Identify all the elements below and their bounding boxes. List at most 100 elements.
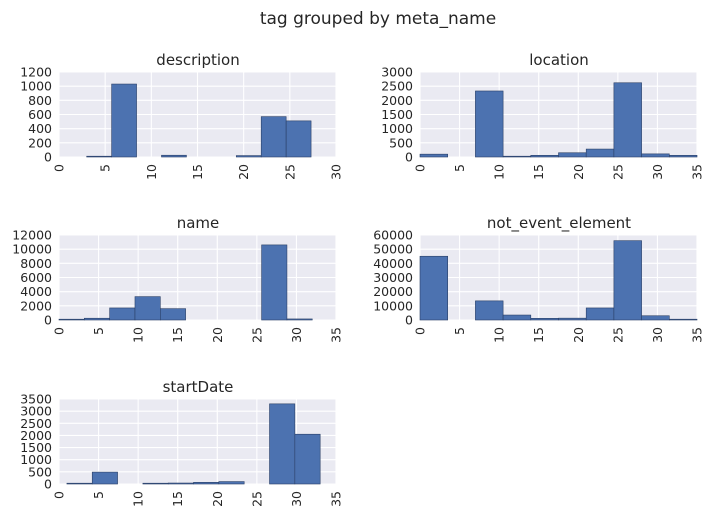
y-tick-label: 800 [28, 93, 52, 108]
y-tick-label: 0 [405, 313, 413, 328]
histogram-bar [530, 155, 559, 158]
x-tick-label: 25 [610, 327, 625, 343]
histogram-bar [613, 240, 642, 321]
y-tick-label: 3500 [20, 392, 52, 407]
histogram-bar [641, 315, 670, 321]
histogram-bar [161, 154, 187, 158]
histogram-bar [530, 317, 559, 321]
y-tick-label: 2000 [20, 428, 52, 443]
y-tick-label: 500 [389, 135, 413, 150]
x-tick-label: 25 [249, 327, 264, 343]
x-tick-label: 20 [571, 327, 586, 343]
y-tick-label: 200 [28, 135, 52, 150]
x-tick-label: 35 [329, 327, 344, 343]
y-tick-label: 2000 [381, 93, 413, 108]
histogram-bar [668, 155, 698, 158]
y-tick-label: 3000 [20, 404, 52, 419]
histogram-bar [111, 83, 137, 158]
histogram-bar [475, 90, 504, 158]
y-tick-label: 600 [28, 107, 52, 122]
y-tick-label: 0 [44, 313, 52, 328]
y-tick-label: 0 [44, 150, 52, 165]
x-tick-label: 5 [452, 164, 467, 172]
panel-not-event-element: not_event_element 0100002000030000400005… [373, 214, 704, 343]
y-tick-label: 0 [405, 150, 413, 165]
x-tick-label: 5 [91, 327, 106, 335]
histogram-bar [66, 482, 93, 485]
histogram-bar [261, 244, 288, 321]
x-tick-label: 30 [650, 327, 665, 343]
histogram-bar [668, 318, 698, 321]
histogram-bar [585, 148, 615, 158]
histogram-bar [286, 318, 313, 321]
y-tick-label: 40000 [373, 256, 413, 271]
panel-title: location [529, 51, 589, 69]
x-tick-label: 25 [249, 491, 264, 507]
histogram-bar [269, 403, 296, 485]
x-tick-label: 0 [52, 327, 67, 335]
histogram-bar [585, 307, 615, 321]
y-tick-label: 10000 [12, 242, 52, 257]
histogram-bar [502, 314, 532, 321]
y-tick-label: 3000 [381, 65, 413, 80]
x-tick-label: 30 [289, 327, 304, 343]
x-tick-label: 20 [210, 491, 225, 507]
histogram-bar [419, 153, 449, 158]
histogram-bar [294, 433, 321, 485]
x-tick-label: 0 [52, 164, 67, 172]
x-tick-label: 20 [210, 327, 225, 343]
y-tick-label: 1000 [381, 121, 413, 136]
x-tick-label: 20 [236, 164, 251, 180]
histogram-bar [260, 116, 287, 158]
x-tick-label: 15 [190, 164, 205, 180]
histogram-bar [160, 308, 186, 321]
histogram-bar [86, 155, 112, 158]
x-tick-label: 15 [170, 327, 185, 343]
panel-title: name [177, 214, 220, 232]
y-tick-label: 2500 [381, 79, 413, 94]
x-tick-label: 35 [690, 327, 705, 343]
y-tick-label: 1500 [20, 440, 52, 455]
x-tick-label: 0 [413, 327, 428, 335]
x-tick-label: 25 [282, 164, 297, 180]
y-tick-label: 1500 [381, 107, 413, 122]
y-tick-label: 2000 [20, 298, 52, 313]
histogram-bar [193, 481, 220, 485]
y-tick-label: 10000 [373, 298, 413, 313]
x-tick-label: 30 [650, 164, 665, 180]
y-tick-label: 12000 [12, 228, 52, 243]
y-tick-label: 60000 [373, 228, 413, 243]
x-tick-label: 15 [531, 327, 546, 343]
y-tick-label: 1000 [20, 79, 52, 94]
histogram-bar [142, 482, 169, 485]
histogram-bar [109, 307, 136, 321]
x-tick-label: 10 [492, 327, 507, 343]
histogram-bar [84, 317, 110, 321]
y-tick-label: 50000 [373, 242, 413, 257]
y-tick-label: 8000 [20, 256, 52, 271]
y-tick-label: 4000 [20, 284, 52, 299]
y-tick-label: 1000 [20, 452, 52, 467]
x-tick-label: 0 [52, 491, 67, 499]
y-tick-label: 400 [28, 121, 52, 136]
histogram-bar [218, 481, 245, 485]
x-tick-label: 15 [531, 164, 546, 180]
panel-title: startDate [163, 378, 234, 396]
histogram-bar [641, 153, 670, 158]
x-tick-label: 25 [610, 164, 625, 180]
x-tick-label: 5 [91, 491, 106, 499]
panel-title: description [156, 51, 239, 69]
x-tick-label: 10 [131, 491, 146, 507]
x-tick-label: 15 [170, 491, 185, 507]
panel-title: not_event_element [487, 214, 631, 233]
x-tick-label: 30 [329, 164, 344, 180]
histogram-bar [58, 318, 85, 321]
x-tick-label: 0 [413, 164, 428, 172]
y-tick-label: 30000 [373, 270, 413, 285]
x-tick-label: 10 [492, 164, 507, 180]
x-tick-label: 20 [571, 164, 586, 180]
